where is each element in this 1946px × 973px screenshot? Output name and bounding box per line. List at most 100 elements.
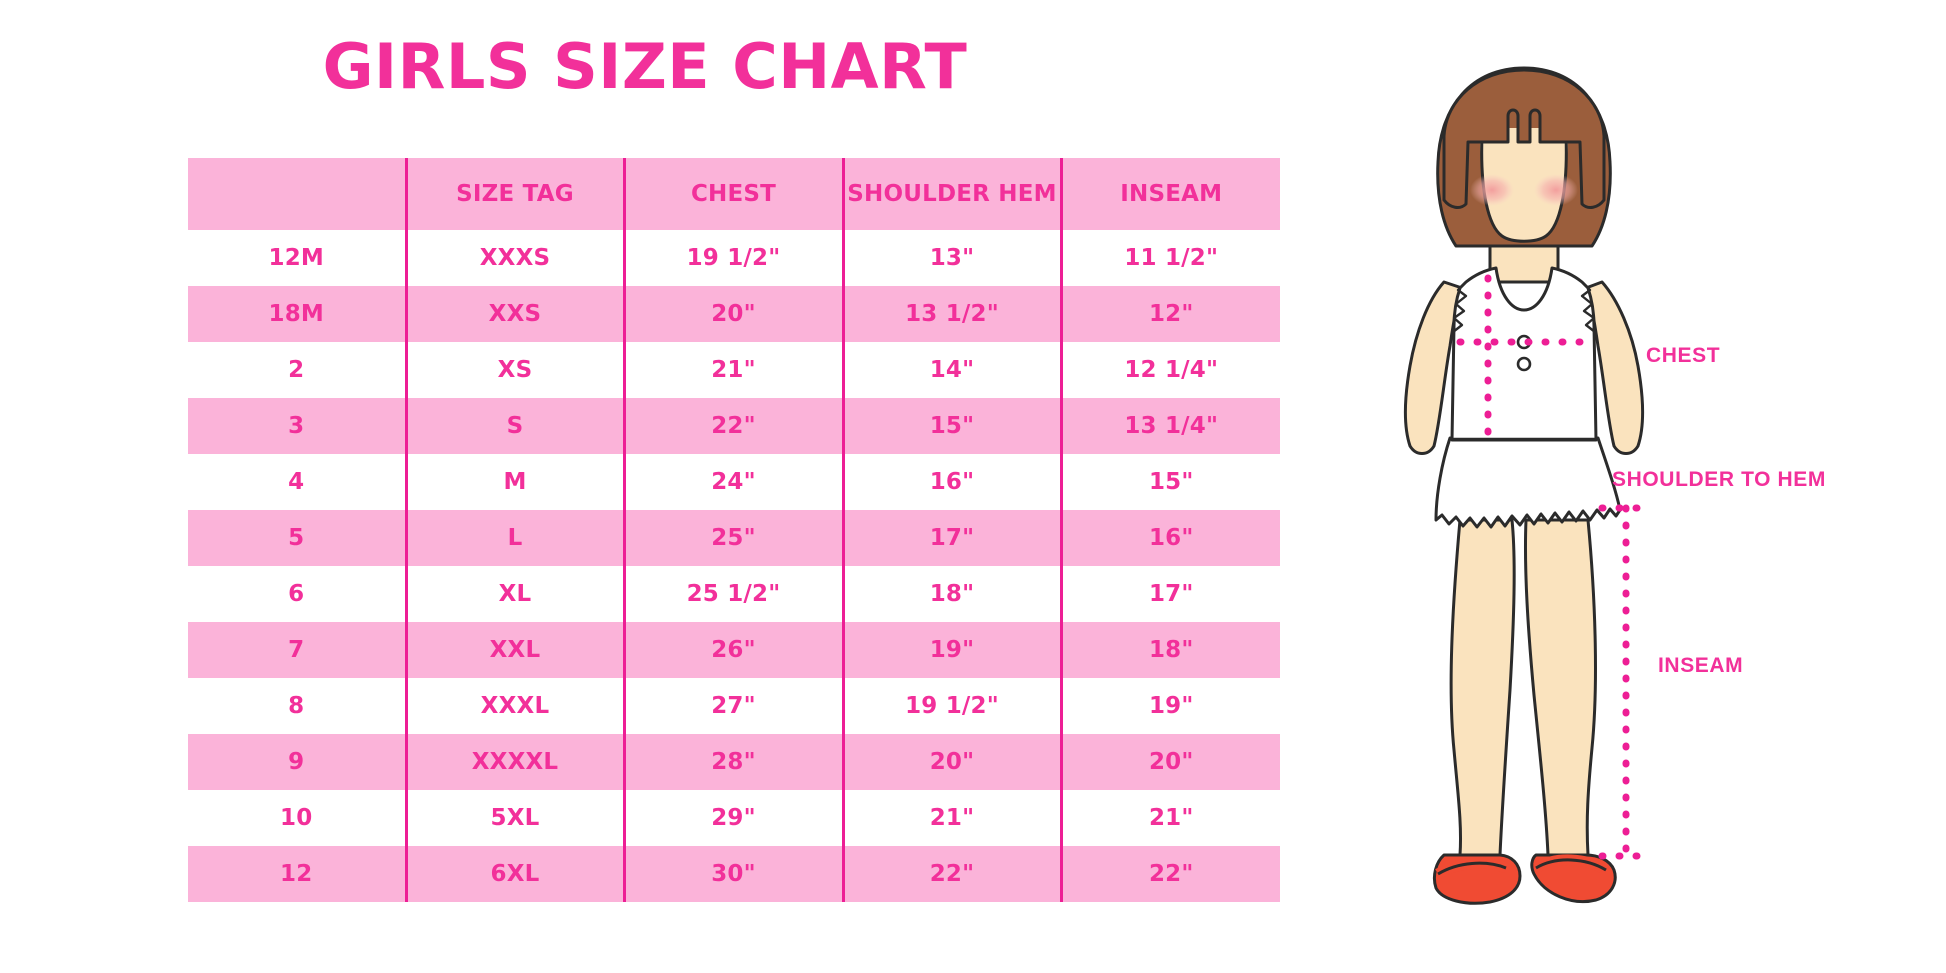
cell-shoulder-hem: 18" [841,566,1061,622]
table-row: 7 XXL 26" 19" 18" [188,622,1280,678]
left-shoulder-ruffle [1451,280,1468,334]
cell-inseam: 15" [1059,454,1280,510]
right-arm [1584,280,1644,455]
cell-inseam: 20" [1059,734,1280,790]
cell-chest: 21" [622,342,843,398]
cell-chest: 30" [622,846,843,902]
cell-size-tag: XXL [404,622,624,678]
cell-chest: 25 1/2" [622,566,843,622]
table-row: 12M XXXS 19 1/2" 13" 11 1/2" [188,230,1280,286]
right-shoe-strap-outline [1535,858,1607,872]
cell-inseam: 19" [1059,678,1280,734]
cell-shoulder-hem: 15" [841,398,1061,454]
cell-chest: 28" [622,734,843,790]
cell-chest: 22" [622,398,843,454]
left-leg [1449,518,1516,857]
cell-size-tag: XS [404,342,624,398]
cell-inseam: 13 1/4" [1059,398,1280,454]
cell-shoulder-hem: 20" [841,734,1061,790]
cell-inseam: 18" [1059,622,1280,678]
cell-chest: 19 1/2" [622,230,843,286]
table-row: 6 XL 25 1/2" 18" 17" [188,566,1280,622]
table-row: 12 6XL 30" 22" 22" [188,846,1280,902]
cell-size: 9 [188,734,406,790]
cell-size: 6 [188,566,406,622]
cell-size-tag: S [404,398,624,454]
cell-shoulder-hem: 14" [841,342,1061,398]
right-leg [1523,518,1597,857]
button-lower [1516,356,1532,372]
cell-shoulder-hem: 19" [841,622,1061,678]
callout-label-inseam: INSEAM [1658,654,1744,677]
column-header-chest: CHEST [622,158,843,230]
table-row: 8 XXXL 27" 19 1/2" 19" [188,678,1280,734]
cell-chest: 26" [622,622,843,678]
cell-inseam: 22" [1059,846,1280,902]
cell-inseam: 12" [1059,286,1280,342]
cell-inseam: 21" [1059,790,1280,846]
cell-shoulder-hem: 21" [841,790,1061,846]
cell-shoulder-hem: 17" [841,510,1061,566]
cell-size: 10 [188,790,406,846]
cell-size: 8 [188,678,406,734]
cell-chest: 27" [622,678,843,734]
column-header-size-tag: SIZE TAG [404,158,624,230]
table-row: 18M XXS 20" 13 1/2" 12" [188,286,1280,342]
column-header-size [188,158,406,230]
cell-size-tag: XL [404,566,624,622]
table-body: 12M XXXS 19 1/2" 13" 11 1/2" 18M XXS 20" 13 1/2"… [188,230,1280,902]
cell-size: 7 [188,622,406,678]
cell-inseam: 12 1/4" [1059,342,1280,398]
column-header-inseam: INSEAM [1059,158,1280,230]
cell-size-tag: 6XL [404,846,624,902]
top-bodice [1450,266,1598,442]
table-row: 3 S 22" 15" 13 1/4" [188,398,1280,454]
skirt [1434,436,1622,529]
cell-chest: 29" [622,790,843,846]
cell-size: 3 [188,398,406,454]
left-cheek [1470,174,1514,206]
cell-size: 5 [188,510,406,566]
left-arm [1404,280,1464,455]
cell-size: 4 [188,454,406,510]
cell-size-tag: XXS [404,286,624,342]
cell-size-tag: 5XL [404,790,624,846]
cell-shoulder-hem: 13 1/2" [841,286,1061,342]
cell-inseam: 16" [1059,510,1280,566]
cell-size: 18M [188,286,406,342]
cell-chest: 25" [622,510,843,566]
cell-size-tag: XXXXL [404,734,624,790]
cell-inseam: 17" [1059,566,1280,622]
callout-label-chest: CHEST [1646,344,1721,367]
measurement-illustration: CHEST SHOULDER TO HEM INSEAM [1340,50,1946,930]
cell-shoulder-hem: 19 1/2" [841,678,1061,734]
cell-size-tag: XXXL [404,678,624,734]
table-row: 9 XXXXL 28" 20" 20" [188,734,1280,790]
callout-label-shoulder-to-hem: SHOULDER TO HEM [1612,468,1826,491]
table-row: 5 L 25" 17" 16" [188,510,1280,566]
girl-measurement-figure-icon [1404,66,1644,905]
cell-size-tag: M [404,454,624,510]
cell-size: 12M [188,230,406,286]
left-shoe-strap-outline [1437,861,1507,876]
table-row: 2 XS 21" 14" 12 1/4" [188,342,1280,398]
table-header-row: SIZE TAG CHEST SHOULDER HEM INSEAM [188,158,1280,230]
table-row: 10 5XL 29" 21" 21" [188,790,1280,846]
right-shoulder-ruffle [1580,280,1597,334]
size-chart-table-container: SIZE TAG CHEST SHOULDER HEM INSEAM 12M XX… [188,158,1280,902]
column-header-shoulder-hem: SHOULDER HEM [841,158,1061,230]
cell-shoulder-hem: 16" [841,454,1061,510]
cell-size: 12 [188,846,406,902]
cell-inseam: 11 1/2" [1059,230,1280,286]
right-cheek [1534,174,1578,206]
cell-size-tag: XXXS [404,230,624,286]
cell-chest: 24" [622,454,843,510]
page-title: GIRLS SIZE CHART [322,30,968,103]
cell-size-tag: L [404,510,624,566]
cell-size: 2 [188,342,406,398]
cell-chest: 20" [622,286,843,342]
size-chart-table: SIZE TAG CHEST SHOULDER HEM INSEAM 12M XX… [188,158,1280,902]
table-header: SIZE TAG CHEST SHOULDER HEM INSEAM [188,158,1280,230]
hair-bangs [1442,68,1606,209]
table-row: 4 M 24" 16" 15" [188,454,1280,510]
